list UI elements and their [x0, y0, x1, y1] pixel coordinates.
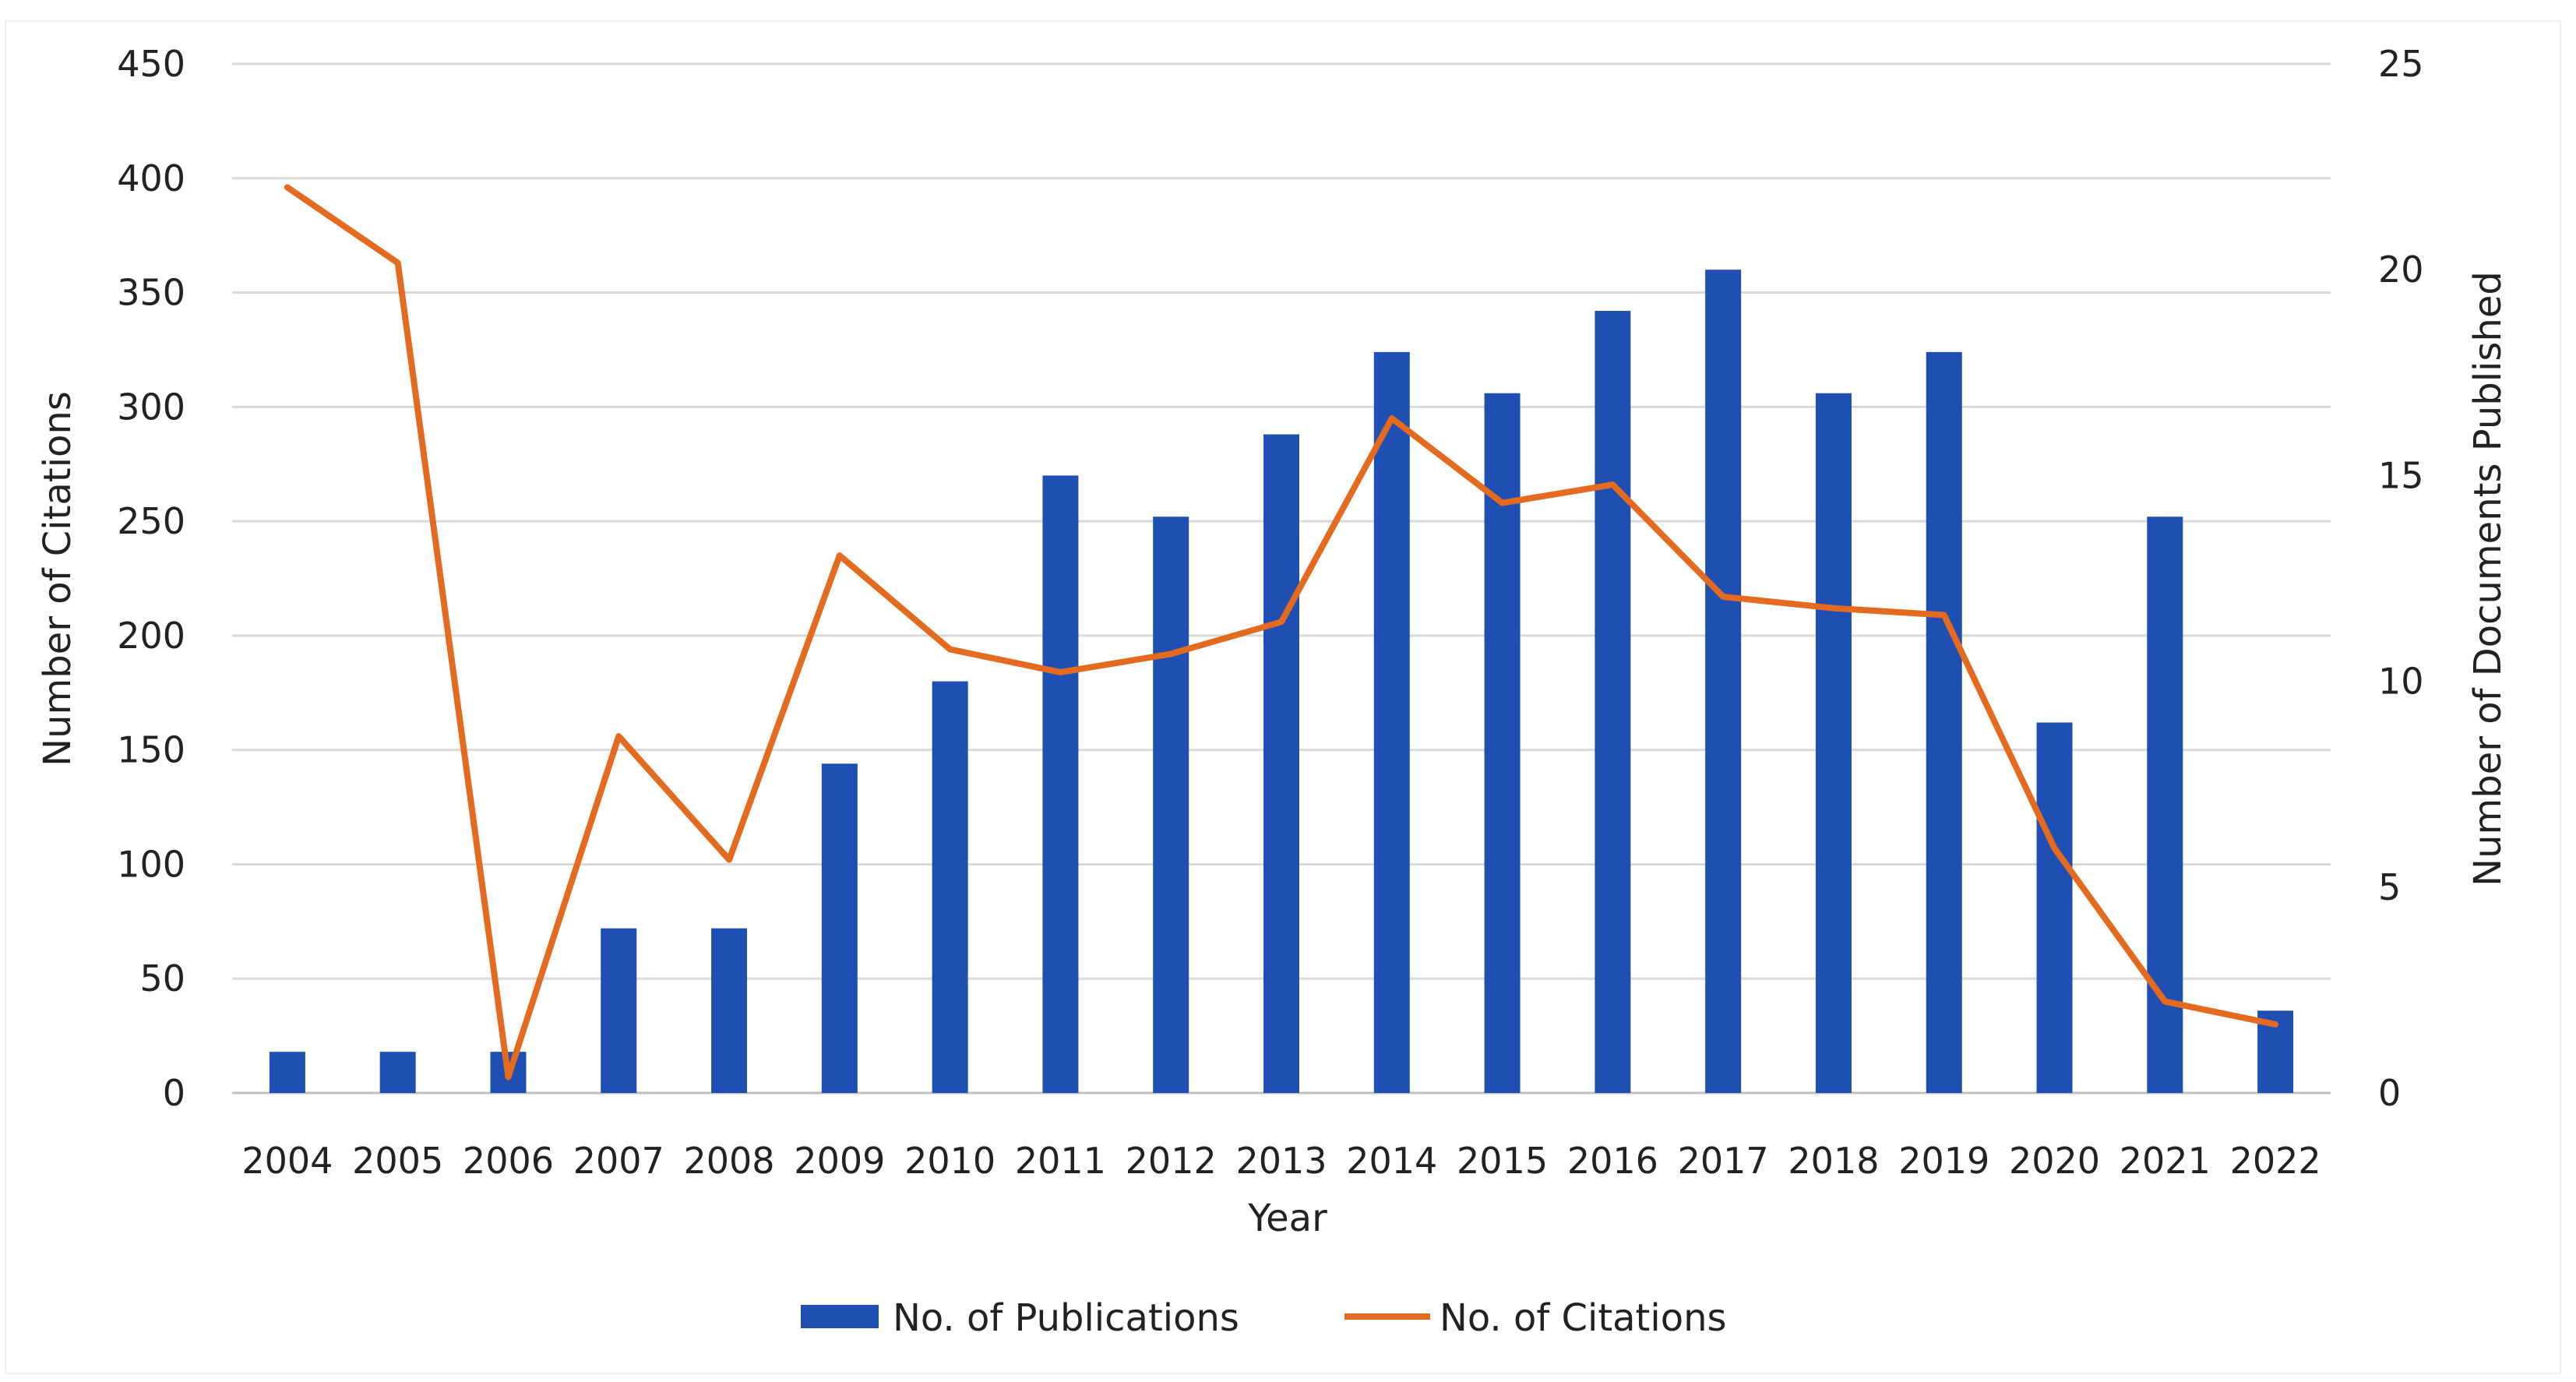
citation-point [1721, 594, 1726, 599]
citation-point [1499, 500, 1505, 506]
citation-point [506, 1074, 511, 1080]
x-tick-label: 2008 [684, 1140, 775, 1182]
publication-bar [601, 928, 637, 1093]
x-tick-label: 2007 [573, 1140, 664, 1182]
left-tick-label: 100 [117, 843, 185, 885]
x-tick-label: 2009 [794, 1140, 885, 1182]
citation-point [1831, 605, 1836, 611]
citation-point [1941, 612, 1947, 618]
publication-bar [1595, 311, 1631, 1093]
x-tick-label: 2014 [1346, 1140, 1437, 1182]
publication-bar [1484, 393, 1521, 1094]
citation-point [727, 857, 732, 862]
left-tick-label: 0 [163, 1072, 185, 1114]
publication-bar [269, 1052, 305, 1093]
left-tick-label: 450 [117, 43, 185, 85]
publication-bar [1042, 475, 1079, 1093]
x-tick-label: 2015 [1457, 1140, 1548, 1182]
chart-frame: 0 50 100 150 200 250 300 350 400 450 0 5 10 15 20 25 200… [5, 20, 2561, 1374]
publication-bar [1263, 434, 1299, 1093]
publication-bar [821, 763, 858, 1093]
right-tick-label: 0 [2378, 1072, 2401, 1114]
citation-point [1168, 651, 1174, 657]
x-tick-label: 2012 [1126, 1140, 1217, 1182]
publication-bar [711, 928, 748, 1093]
left-tick-label: 300 [117, 386, 185, 428]
citation-point [1389, 416, 1394, 421]
citation-point [2273, 1021, 2278, 1027]
publication-bar [1815, 393, 1852, 1094]
right-axis-title: Number of Documents Published [2466, 271, 2510, 887]
axis-ticks: 0 50 100 150 200 250 300 350 400 450 0 5 10 15 20 25 200… [117, 43, 2423, 1182]
citation-point [284, 185, 290, 190]
left-tick-label: 250 [117, 500, 185, 542]
left-tick-label: 200 [117, 615, 185, 657]
left-tick-label: 50 [139, 957, 185, 999]
legend-publications-label: No. of Publications [893, 1296, 1239, 1340]
publication-bar [1926, 351, 1962, 1093]
right-tick-label: 25 [2378, 43, 2424, 85]
left-tick-label: 150 [117, 729, 185, 771]
citation-point [2052, 845, 2057, 851]
citation-point [395, 260, 400, 266]
publication-bar [379, 1052, 416, 1093]
x-tick-label: 2022 [2230, 1140, 2321, 1182]
publication-bar [1153, 516, 1189, 1093]
left-axis-title: Number of Citations [36, 391, 79, 767]
combo-chart: 0 50 100 150 200 250 300 350 400 450 0 5 10 15 20 25 200… [36, 43, 2510, 1340]
left-tick-label: 400 [117, 157, 185, 199]
citation-point [837, 553, 842, 559]
publication-bar [1705, 270, 1742, 1094]
citation-line-layer [284, 184, 2279, 1081]
publication-bar [1373, 351, 1410, 1093]
x-tick-label: 2004 [241, 1140, 333, 1182]
left-tick-label: 350 [117, 272, 185, 314]
right-tick-label: 20 [2378, 249, 2424, 291]
x-axis-title: Year [1247, 1197, 1327, 1240]
x-tick-label: 2013 [1235, 1140, 1327, 1182]
legend-bar-swatch [801, 1305, 879, 1328]
citation-point [1058, 669, 1063, 675]
right-tick-label: 15 [2378, 454, 2424, 496]
citation-point [1610, 482, 1616, 488]
publication-bar [2036, 722, 2073, 1093]
legend: No. of Publications No. of Citations [801, 1296, 1727, 1340]
publication-bar [932, 681, 968, 1093]
x-tick-label: 2010 [904, 1140, 996, 1182]
publication-bars [269, 270, 2294, 1094]
x-tick-label: 2019 [1898, 1140, 1989, 1182]
citation-point [947, 647, 953, 652]
right-tick-label: 5 [2378, 866, 2401, 908]
x-tick-label: 2005 [352, 1140, 443, 1182]
right-tick-label: 10 [2378, 661, 2424, 703]
citation-point [2162, 999, 2168, 1004]
x-tick-label: 2017 [1678, 1140, 1769, 1182]
x-tick-label: 2018 [1788, 1140, 1879, 1182]
citation-point [616, 734, 622, 739]
x-tick-label: 2020 [2009, 1140, 2100, 1182]
x-tick-label: 2011 [1015, 1140, 1106, 1182]
citation-point [1279, 619, 1284, 625]
legend-citations-label: No. of Citations [1440, 1296, 1727, 1340]
x-tick-label: 2021 [2120, 1140, 2211, 1182]
x-tick-label: 2006 [463, 1140, 554, 1182]
x-tick-label: 2016 [1567, 1140, 1658, 1182]
